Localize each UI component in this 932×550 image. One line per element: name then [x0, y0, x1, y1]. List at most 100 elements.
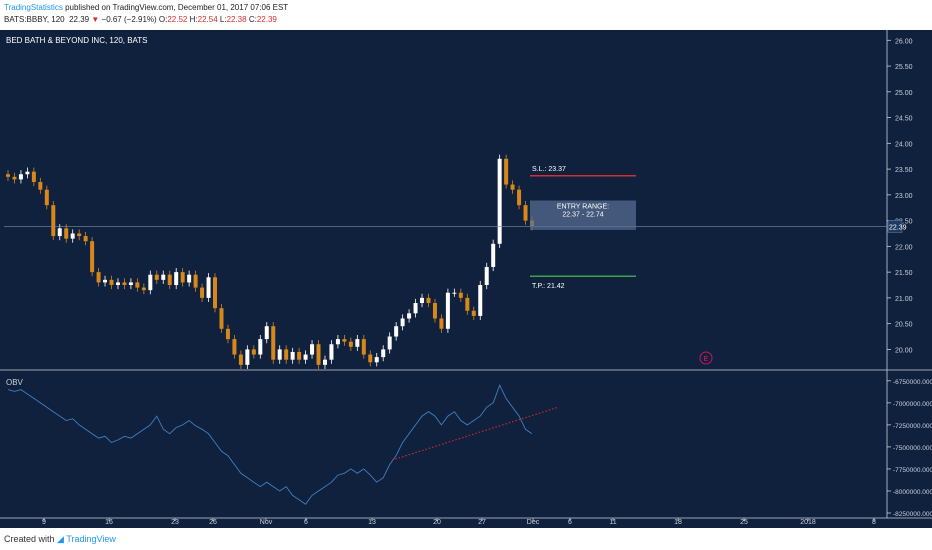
price-tick-label: 23.00 — [895, 193, 913, 200]
price-tick-label: 23.50 — [895, 167, 913, 174]
candle-body — [407, 313, 412, 319]
time-tick-label: 20 — [433, 519, 441, 526]
candle-body — [497, 158, 502, 244]
candle-body — [452, 292, 457, 294]
open-label: O: — [158, 15, 168, 24]
close-label: C: — [248, 15, 257, 24]
candle-body — [271, 326, 276, 360]
candle-body — [251, 349, 256, 355]
candle-body — [355, 339, 360, 347]
candle-body — [484, 266, 489, 285]
obv-series-line — [7, 384, 533, 505]
candle-body — [303, 354, 308, 360]
publish-line: TradingStatistics published on TradingVi… — [4, 3, 288, 13]
candle-body — [432, 303, 437, 319]
candle-body — [374, 357, 379, 363]
candle-body — [12, 176, 17, 180]
candle-body — [225, 328, 230, 340]
low-value: 22.38 — [226, 15, 247, 24]
candle-body — [38, 181, 43, 190]
candle-body — [394, 326, 399, 337]
candle-body — [109, 279, 114, 285]
chart-background — [0, 30, 932, 528]
candle-body — [193, 274, 198, 288]
chart-area[interactable]: 26.00 25.50 25.00 24.50 24.00 23.50 23.00 22.50… — [0, 30, 932, 528]
candle-body — [258, 339, 263, 355]
time-tick-label: 6 — [304, 519, 308, 526]
time-tick-label: 18 — [674, 519, 682, 526]
last-price-axis-label: 22.39 — [889, 224, 907, 231]
high-label: H: — [189, 15, 198, 24]
price-axis[interactable]: 26.00 25.50 25.00 24.50 24.00 23.50 23.00 22.50… — [887, 38, 932, 518]
price-tick-label: 22.00 — [895, 244, 913, 251]
price-tick-label: 25.50 — [895, 64, 913, 71]
candle-body — [6, 174, 10, 177]
price-tick-label: 26.00 — [895, 38, 913, 45]
candle-body — [310, 344, 315, 355]
low-label: L: — [219, 15, 227, 24]
candle-body — [471, 310, 476, 316]
candle-body — [18, 174, 23, 180]
time-axis[interactable]: 9 16 23 26 Nov 6 13 20 27 Dec 6 11 18 25 2018 8 — [42, 518, 876, 526]
candle-body — [348, 341, 353, 347]
stop-loss-label: S.L.: 23.37 — [532, 166, 566, 173]
candle-body — [25, 171, 30, 175]
publisher-link[interactable]: TradingStatistics — [4, 3, 63, 12]
obv-tick-label: -8250000.0000 — [893, 511, 932, 518]
candle-body — [439, 318, 444, 329]
candle-body — [322, 359, 327, 365]
candle-body — [200, 287, 205, 298]
price-tick-label: 20.50 — [895, 322, 913, 329]
obv-pane — [7, 384, 559, 505]
entry-range-values: 22.37 - 22.74 — [562, 212, 603, 219]
candle-body — [219, 308, 224, 329]
candle-body — [342, 339, 347, 342]
candle-body — [64, 228, 69, 239]
candle-body — [316, 344, 321, 365]
price-tick-label: 25.00 — [895, 90, 913, 97]
candle-body — [420, 297, 425, 304]
candle-body — [115, 282, 120, 285]
time-tick-label: 8 — [872, 519, 876, 526]
symbol-label[interactable]: BATS:BBBY, 120 — [4, 15, 65, 24]
price-change: −0.67 (−2.91%) — [101, 15, 157, 24]
footer: Created with ◢ TradingView — [0, 528, 932, 550]
tradingview-link[interactable]: TradingView — [66, 534, 116, 544]
obv-tick-label: -6750000.0000 — [893, 379, 932, 386]
candle-body — [361, 339, 366, 355]
candle-body — [400, 318, 405, 327]
published-text: published on TradingView.com, December 0… — [65, 3, 289, 12]
grid-lines — [0, 30, 932, 519]
candle-body — [504, 158, 509, 185]
take-profit-label: T.P.: 21.42 — [532, 283, 565, 290]
candle-body — [103, 279, 108, 283]
quote-line: BATS:BBBY, 120 22.39 ▼ −0.67 (−2.91%) O:… — [4, 15, 277, 25]
chart-title: BED BATH & BEYOND INC, 120, BATS — [6, 36, 148, 45]
candle-body — [167, 274, 172, 285]
candle-body — [51, 205, 56, 237]
candle-body — [154, 274, 159, 280]
price-tick-label: 24.00 — [895, 141, 913, 148]
time-tick-label: 25 — [740, 519, 748, 526]
candles-layer — [6, 154, 534, 369]
obv-trend-line — [391, 406, 559, 461]
obv-label: OBV — [6, 378, 24, 387]
close-value: 22.39 — [256, 15, 277, 24]
candle-body — [277, 349, 282, 360]
annotations-layer: 22.39 S.L.: 23.37 ENTRY RANGE:22.37 - 22.7… — [4, 166, 907, 365]
candle-body — [381, 349, 386, 358]
candle-body — [445, 292, 450, 329]
candle-body — [335, 339, 340, 345]
time-tick-label: 13 — [368, 519, 376, 526]
created-with-text: Created with — [4, 534, 55, 544]
candle-body — [174, 272, 179, 285]
candle-body — [187, 274, 192, 283]
earnings-marker-label: E — [704, 356, 709, 363]
time-tick-label: 2018 — [800, 519, 816, 526]
candle-body — [122, 282, 127, 285]
candle-body — [517, 189, 522, 206]
candle-body — [180, 272, 185, 283]
candle-body — [458, 292, 463, 298]
candle-body — [70, 233, 75, 239]
price-tick-label: 24.50 — [895, 116, 913, 123]
